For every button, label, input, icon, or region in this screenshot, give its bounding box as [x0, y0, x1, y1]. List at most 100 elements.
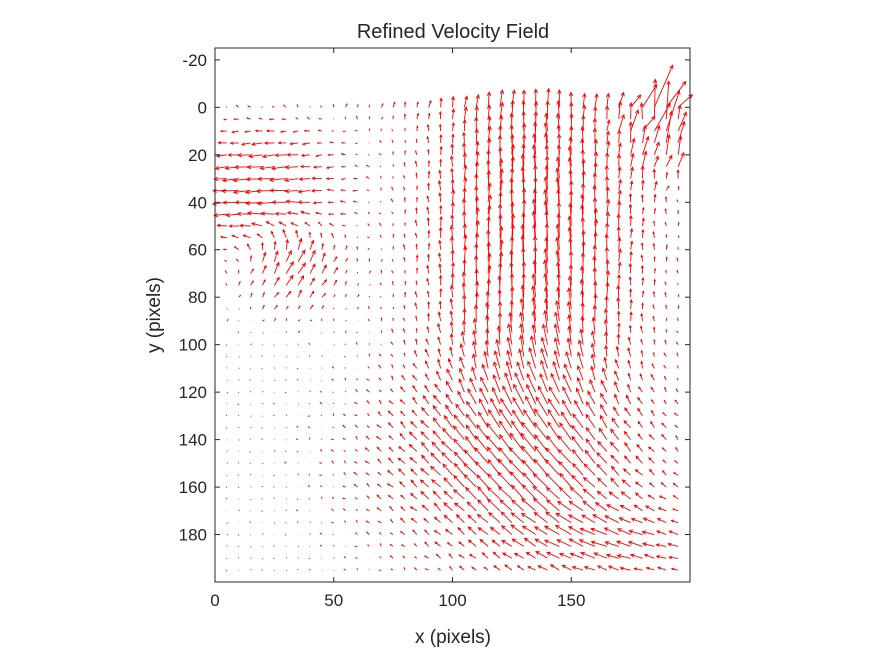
velocity-arrow [619, 180, 622, 191]
velocity-arrow [546, 473, 560, 487]
velocity-arrow [392, 212, 393, 214]
velocity-arrow [404, 306, 405, 309]
velocity-arrow [393, 102, 395, 107]
velocity-arrow [558, 501, 571, 510]
velocity-arrow [355, 403, 358, 404]
velocity-arrow [426, 339, 429, 345]
velocity-arrow [273, 403, 274, 404]
velocity-arrow [605, 516, 619, 523]
velocity-arrow [618, 323, 621, 332]
velocity-arrow [369, 117, 370, 119]
velocity-arrow [607, 554, 619, 558]
velocity-arrow [435, 384, 441, 392]
velocity-arrow [367, 496, 369, 499]
velocity-arrow [379, 223, 381, 226]
velocity-arrow [586, 439, 595, 451]
velocity-arrow [678, 236, 679, 238]
velocity-arrow [658, 508, 666, 511]
velocity-arrow [636, 470, 643, 475]
velocity-arrow [327, 167, 334, 169]
velocity-arrow [421, 432, 429, 440]
velocity-arrow [446, 405, 453, 416]
velocity-arrow [310, 264, 315, 273]
velocity-arrow [654, 209, 656, 214]
velocity-arrow [416, 173, 418, 178]
velocity-arrow [454, 439, 465, 451]
velocity-arrow [314, 166, 322, 168]
velocity-arrow [416, 245, 417, 250]
velocity-arrow [666, 186, 669, 190]
velocity-arrow [650, 483, 655, 487]
velocity-arrow [365, 461, 369, 463]
velocity-arrow [334, 295, 335, 297]
velocity-arrow [641, 243, 643, 250]
velocity-arrow [586, 402, 595, 416]
velocity-arrow [392, 130, 393, 131]
velocity-arrow [271, 232, 274, 238]
velocity-arrow [404, 340, 405, 345]
velocity-arrow [479, 412, 489, 428]
velocity-arrow [544, 274, 548, 298]
velocity-arrow [469, 540, 477, 546]
velocity-arrow [674, 473, 678, 475]
velocity-arrow [638, 421, 642, 427]
velocity-arrow [433, 431, 441, 440]
velocity-arrow [464, 463, 476, 475]
velocity-arrow [666, 330, 667, 333]
velocity-arrow [355, 415, 358, 416]
velocity-arrow [286, 275, 293, 285]
velocity-arrow [437, 554, 441, 558]
velocity-arrow [629, 530, 642, 534]
velocity-arrow [476, 462, 489, 475]
velocity-arrow [379, 365, 381, 368]
velocity-arrow [263, 391, 264, 392]
velocity-arrow [263, 306, 265, 309]
velocity-arrow [463, 309, 466, 321]
velocity-arrow [459, 369, 464, 381]
velocity-arrow [452, 109, 455, 119]
velocity-arrow [270, 119, 275, 120]
velocity-arrow [439, 240, 442, 249]
y-tick-label: 160 [179, 478, 207, 497]
velocity-arrow [316, 155, 322, 157]
velocity-arrow [401, 411, 405, 415]
velocity-arrow [416, 316, 417, 321]
velocity-arrow [367, 532, 370, 534]
velocity-arrow [444, 491, 452, 499]
velocity-arrow [557, 125, 560, 143]
velocity-arrow [369, 212, 370, 214]
velocity-arrow [605, 106, 608, 119]
velocity-arrow [250, 439, 251, 440]
velocity-arrow [368, 320, 369, 321]
velocity-arrow [666, 318, 667, 320]
velocity-arrow [665, 340, 666, 344]
velocity-arrow [366, 436, 369, 439]
velocity-arrow [236, 105, 238, 107]
velocity-arrow [450, 285, 453, 297]
velocity-arrow [601, 394, 607, 404]
velocity-arrow [629, 277, 631, 285]
velocity-arrow [346, 246, 347, 250]
velocity-arrow [551, 565, 560, 570]
velocity-arrow [463, 120, 466, 131]
velocity-arrow [356, 332, 357, 333]
velocity-arrow [676, 436, 678, 440]
velocity-arrow [604, 320, 607, 333]
velocity-arrow [598, 491, 607, 499]
velocity-arrow [624, 432, 630, 440]
velocity-arrow [379, 154, 381, 155]
velocity-arrow [568, 158, 571, 179]
velocity-arrow [455, 503, 465, 511]
velocity-arrow [678, 153, 684, 167]
velocity-arrow [669, 531, 678, 535]
velocity-arrow [404, 163, 405, 167]
velocity-arrow [225, 271, 226, 274]
velocity-arrow [478, 515, 488, 523]
velocity-arrow [581, 218, 584, 238]
velocity-arrow [560, 553, 571, 558]
velocity-arrow [636, 493, 643, 499]
velocity-arrow [433, 491, 440, 499]
velocity-arrow [676, 389, 678, 392]
velocity-arrow [512, 539, 524, 546]
velocity-arrow [654, 269, 655, 274]
